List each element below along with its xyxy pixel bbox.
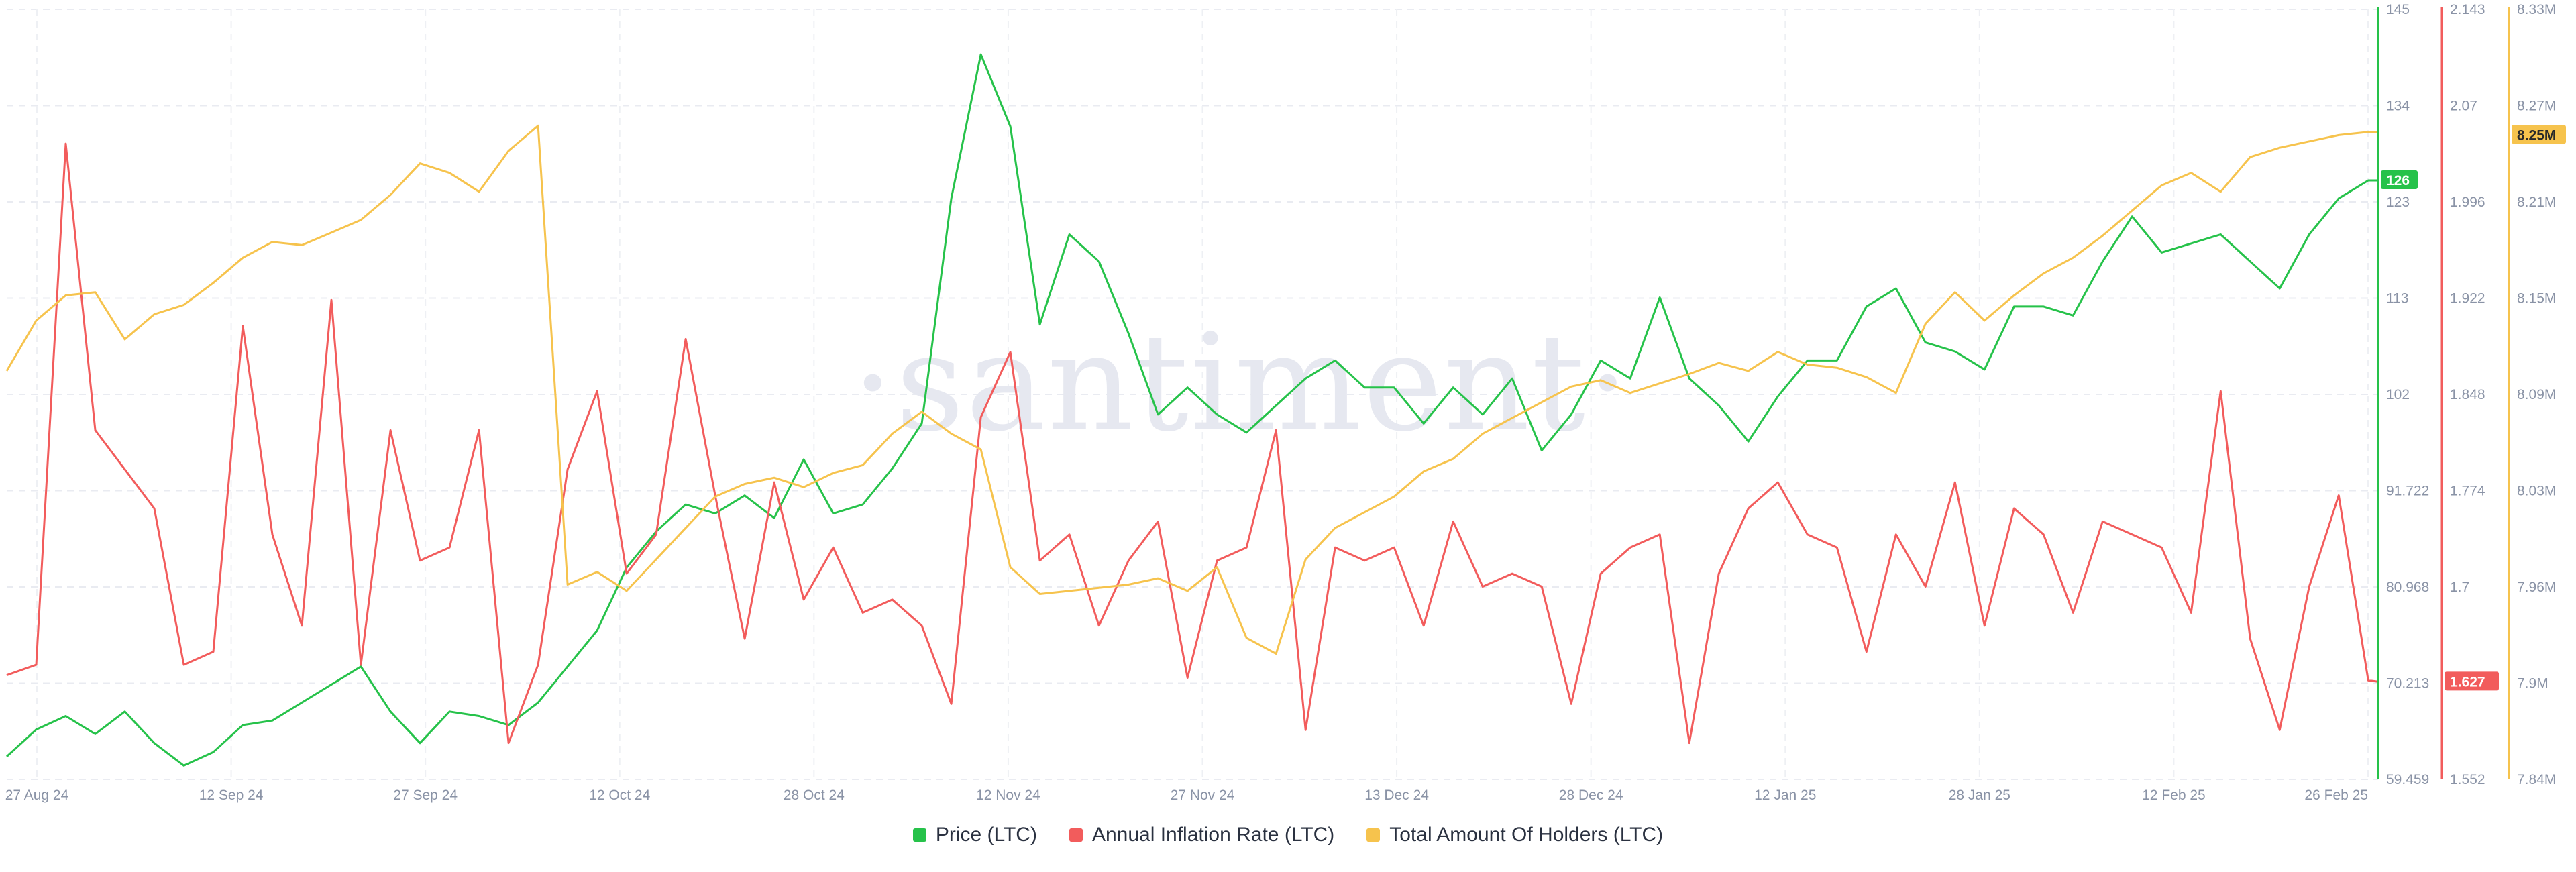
y-tick-label: 102 [2386, 387, 2410, 402]
axes-layer: 145 134 123 113 102 91.722 80.968 70.213 59.459 1… [2377, 2, 2566, 787]
x-axis-ticks: 27 Aug 24 12 Sep 24 27 Sep 24 12 Oct 24 28 O… [5, 787, 2368, 803]
chart-canvas: ·santiment· 145 134 123 113 102 91.722 80.968 7… [5, 2, 2566, 803]
y-tick-label: 2.07 [2450, 99, 2477, 114]
y-tick-label: 7.9M [2517, 676, 2548, 692]
legend-swatch-price [912, 828, 926, 842]
y-tick-label: 1.922 [2450, 291, 2485, 307]
y-tick-label: 2.143 [2450, 2, 2485, 17]
y-tick-label: 1.774 [2450, 484, 2485, 499]
y-tick-label: 123 [2386, 195, 2410, 210]
current-value-badge [2445, 671, 2499, 691]
y-tick-label: 1.552 [2450, 772, 2485, 787]
current-value-badge [2512, 125, 2566, 144]
x-tick-label: 12 Sep 24 [199, 787, 264, 803]
series-line-price [5, 53, 2378, 767]
y-tick-label: 1.7 [2450, 580, 2469, 595]
legend-item-inflation[interactable]: Annual Inflation Rate (LTC) [1069, 824, 1334, 847]
x-tick-label: 28 Oct 24 [784, 787, 845, 803]
x-tick-label: 26 Feb 25 [2304, 787, 2368, 803]
y-tick-label: 1.996 [2450, 195, 2485, 210]
x-tick-label: 12 Jan 25 [1754, 787, 1816, 803]
legend-item-holders[interactable]: Total Amount Of Holders (LTC) [1366, 824, 1663, 847]
y-tick-label: 8.21M [2517, 195, 2556, 210]
y-tick-label: 8.03M [2517, 484, 2556, 499]
y-tick-label: 8.33M [2517, 2, 2556, 17]
x-tick-label: 28 Jan 25 [1949, 787, 2010, 803]
y-tick-label: 80.968 [2386, 580, 2429, 595]
legend-label-inflation: Annual Inflation Rate (LTC) [1091, 824, 1335, 846]
y-tick-label: 7.96M [2517, 580, 2556, 595]
y-tick-label: 134 [2386, 99, 2410, 114]
x-tick-label: 28 Dec 24 [1559, 787, 1623, 803]
x-tick-label: 27 Sep 24 [393, 787, 458, 803]
y-tick-label: 8.27M [2517, 99, 2556, 114]
series-line-inflation [6, 142, 2379, 745]
santiment-watermark: ·santiment· [851, 305, 1630, 461]
x-tick-label: 12 Nov 24 [976, 787, 1040, 803]
x-tick-label: 12 Oct 24 [589, 787, 650, 803]
legend-swatch-inflation [1069, 828, 1083, 842]
y-tick-label: 59.459 [2386, 772, 2429, 787]
x-tick-label: 12 Feb 25 [2142, 787, 2206, 803]
chart-legend: Price (LTC) Annual Inflation Rate (LTC) … [0, 824, 2576, 847]
series-line-holders [5, 124, 2378, 655]
y-tick-label: 8.15M [2517, 291, 2556, 307]
x-tick-label: 27 Aug 24 [5, 787, 69, 803]
y-tick-label: 145 [2386, 2, 2410, 17]
legend-label-price: Price (LTC) [935, 824, 1037, 846]
current-value-text: 126 [2386, 173, 2410, 188]
current-value-badge [2381, 170, 2418, 189]
x-tick-label: 13 Dec 24 [1364, 787, 1429, 803]
current-value-text: 8.25M [2517, 127, 2556, 143]
y-tick-label: 1.848 [2450, 387, 2485, 402]
series-layer [5, 53, 2379, 767]
y-tick-label: 70.213 [2386, 676, 2429, 692]
legend-item-price[interactable]: Price (LTC) [912, 824, 1037, 847]
legend-label-holders: Total Amount Of Holders (LTC) [1389, 824, 1664, 846]
current-value-text: 1.627 [2450, 674, 2485, 690]
x-tick-label: 27 Nov 24 [1171, 787, 1235, 803]
y-tick-label: 113 [2386, 291, 2408, 307]
y-tick-label: 8.09M [2517, 387, 2556, 402]
legend-swatch-holders [1366, 828, 1381, 842]
y-tick-label: 91.722 [2386, 484, 2429, 499]
y-tick-label: 7.84M [2517, 772, 2556, 787]
